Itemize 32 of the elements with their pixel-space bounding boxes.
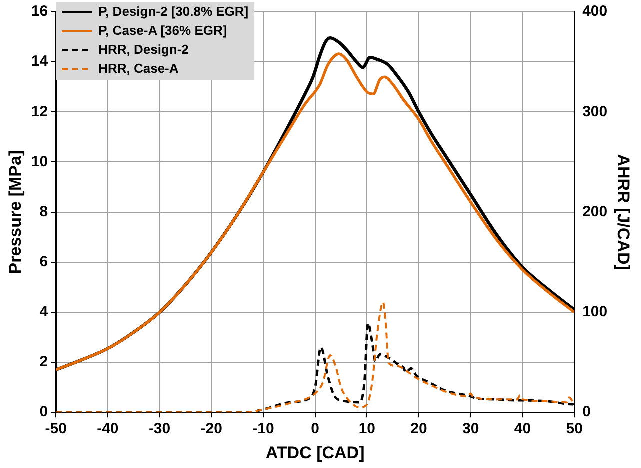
legend-label: HRR, Design-2 [98, 42, 189, 58]
x-tick-label: 40 [514, 420, 532, 438]
y-tick-label: 0 [40, 404, 48, 421]
y2-tick-label: 300 [582, 103, 608, 120]
x-tick-label: 50 [566, 420, 583, 438]
y-tick-label: 8 [40, 203, 48, 220]
y2-tick-label: 0 [582, 404, 591, 421]
y-tick-label: 12 [31, 103, 48, 120]
y-tick-label: 16 [31, 3, 48, 20]
y-tick-label: 4 [40, 304, 49, 321]
x-tick-label: 20 [410, 420, 428, 438]
x-tick-label: -20 [200, 420, 222, 438]
y-tick-label: 10 [31, 153, 48, 170]
x-tick-label: 10 [358, 420, 376, 438]
x-tick-label: -30 [148, 420, 171, 438]
x-axis-title: ATDC [CAD] [266, 443, 365, 462]
x-tick-label: -50 [45, 420, 67, 438]
x-tick-label: -40 [97, 420, 119, 438]
legend-label: P, Case-A [36% EGR] [98, 23, 228, 38]
y-axis-title: Pressure [MPa] [6, 150, 25, 274]
y2-axis-title: AHRR [J/CAD] [614, 154, 634, 270]
x-tick-label: -10 [252, 420, 274, 438]
legend-label: P, Design-2 [30.8% EGR] [98, 4, 249, 20]
x-tick-label: 0 [311, 420, 320, 438]
y2-tick-label: 100 [582, 304, 608, 321]
y-tick-label: 2 [40, 354, 48, 371]
x-tick-label: 30 [462, 420, 480, 438]
y2-tick-label: 400 [582, 3, 608, 20]
y-tick-label: 14 [31, 53, 49, 70]
y2-tick-label: 200 [582, 203, 608, 220]
y-tick-label: 6 [40, 254, 48, 271]
legend-label: HRR, Case-A [98, 61, 180, 76]
